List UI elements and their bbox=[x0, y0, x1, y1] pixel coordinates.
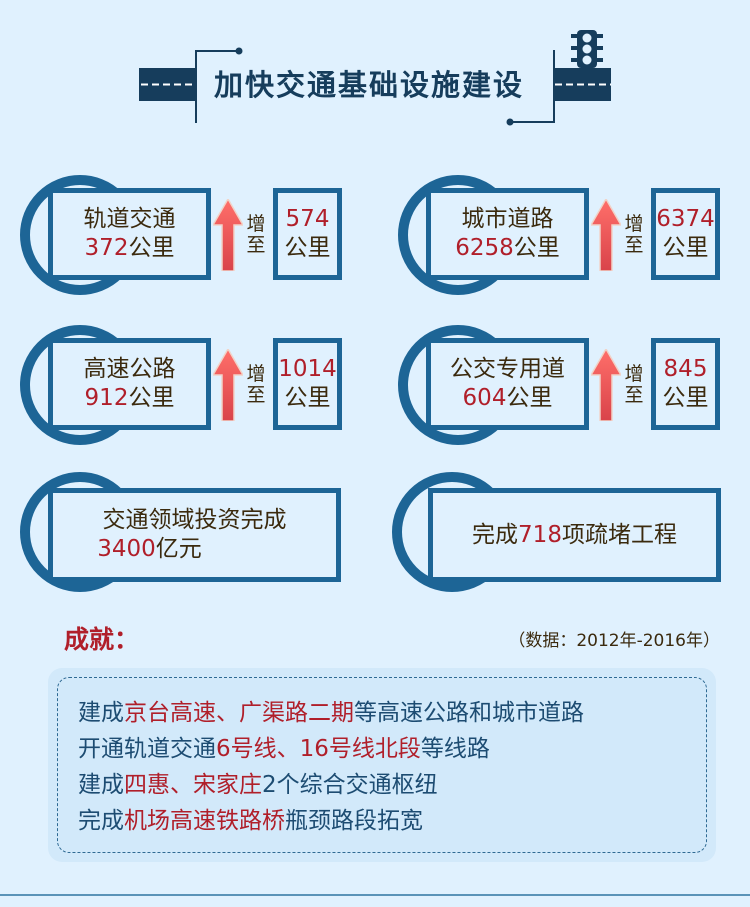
stat-unit: 公里 bbox=[513, 235, 560, 261]
stat-from-value-line: 912公里 bbox=[85, 384, 175, 413]
highlight-text: 四惠、宋家庄 bbox=[124, 772, 262, 798]
increase-label: 增至 bbox=[624, 363, 644, 406]
stat-unit: 公里 bbox=[662, 385, 709, 411]
text-segment: 建成 bbox=[78, 772, 124, 798]
stat-from-value: 6258 bbox=[455, 235, 514, 261]
stat-unit: 公里 bbox=[284, 235, 331, 261]
stat-unit: 公里 bbox=[284, 385, 331, 411]
stat-name: 城市道路 bbox=[461, 206, 554, 232]
bottom-divider bbox=[0, 894, 750, 896]
projects-card: 完成718项疏堵工程 bbox=[428, 488, 721, 582]
increase-label: 增至 bbox=[246, 213, 266, 256]
stat-card-to: 845 公里 bbox=[651, 338, 720, 430]
stat-to-value: 1014 bbox=[278, 356, 337, 382]
achievement-line: 建成京台高速、广渠路二期等高速公路和城市道路 bbox=[78, 693, 584, 727]
text-segment: 开通轨道交通 bbox=[78, 736, 216, 762]
stat-card-to: 6374 公里 bbox=[651, 188, 720, 280]
traffic-light-icon bbox=[571, 30, 603, 68]
arrow-up-icon bbox=[213, 199, 243, 271]
text-segment: 2个综合交通枢纽 bbox=[262, 772, 438, 798]
stat-card-to: 574 公里 bbox=[273, 188, 342, 280]
stat-card-from: 公交专用道 604公里 bbox=[426, 338, 589, 430]
stat-from-value: 372 bbox=[84, 235, 129, 261]
arrow-up-icon bbox=[591, 199, 621, 271]
stat-to-value: 574 bbox=[285, 206, 330, 232]
data-source-note: （数据：2012年-2016年） bbox=[508, 631, 720, 651]
achievement-line: 完成机场高速铁路桥瓶颈路段拓宽 bbox=[78, 801, 423, 835]
stat-card-to: 1014 公里 bbox=[273, 338, 342, 430]
stat-from-value-line: 372公里 bbox=[85, 234, 175, 263]
increase-label: 增至 bbox=[246, 363, 266, 406]
achievements-panel bbox=[48, 668, 716, 862]
stat-unit: 公里 bbox=[662, 235, 709, 261]
text-segment: 等高速公路和城市道路 bbox=[354, 700, 584, 726]
highlight-text: 京台高速、广渠路二期 bbox=[124, 700, 354, 726]
stat-name: 公交专用道 bbox=[450, 356, 565, 382]
highlight-text: 机场高速铁路桥 bbox=[124, 808, 285, 834]
projects-value: 718 bbox=[518, 521, 562, 548]
text-segment: 等线路 bbox=[420, 736, 490, 762]
investment-value: 3400 bbox=[97, 536, 156, 562]
achievements-border bbox=[57, 677, 707, 853]
investment-card: 交通领域投资完成 3400亿元 bbox=[48, 488, 341, 582]
highlight-text: 6号线、16号线北段 bbox=[216, 736, 421, 762]
text-segment: 瓶颈路段拓宽 bbox=[285, 808, 423, 834]
stat-name: 高速公路 bbox=[83, 356, 176, 382]
investment-label: 交通领域投资完成 bbox=[102, 507, 287, 533]
stat-unit: 公里 bbox=[128, 385, 175, 411]
road-icon bbox=[139, 47, 611, 126]
projects-suffix: 项疏堵工程 bbox=[561, 521, 677, 548]
achievement-line: 开通轨道交通6号线、16号线北段等线路 bbox=[78, 729, 490, 763]
investment-unit: 亿元 bbox=[155, 536, 202, 562]
stat-card-from: 轨道交通 372公里 bbox=[48, 188, 211, 280]
stat-from-value: 912 bbox=[84, 385, 129, 411]
stat-unit: 公里 bbox=[128, 235, 175, 261]
stat-card-from: 高速公路 912公里 bbox=[48, 338, 211, 430]
stat-card-from: 城市道路 6258公里 bbox=[426, 188, 589, 280]
arrow-up-icon bbox=[213, 349, 243, 421]
achievement-line: 建成四惠、宋家庄2个综合交通枢纽 bbox=[78, 765, 438, 799]
projects-prefix: 完成 bbox=[472, 521, 519, 548]
text-segment: 建成 bbox=[78, 700, 124, 726]
stat-unit: 公里 bbox=[506, 385, 553, 411]
stat-to-value: 845 bbox=[663, 356, 708, 382]
increase-label: 增至 bbox=[624, 213, 644, 256]
arrow-up-icon bbox=[591, 349, 621, 421]
stat-from-value-line: 6258公里 bbox=[455, 234, 560, 263]
text-segment: 完成 bbox=[78, 808, 124, 834]
stat-name: 轨道交通 bbox=[83, 206, 176, 232]
page-title: 加快交通基础设施建设 bbox=[214, 68, 525, 102]
stat-from-value: 604 bbox=[462, 385, 507, 411]
achievements-title: 成就： bbox=[64, 625, 140, 654]
stat-from-value-line: 604公里 bbox=[463, 384, 553, 413]
stat-to-value: 6374 bbox=[656, 206, 715, 232]
